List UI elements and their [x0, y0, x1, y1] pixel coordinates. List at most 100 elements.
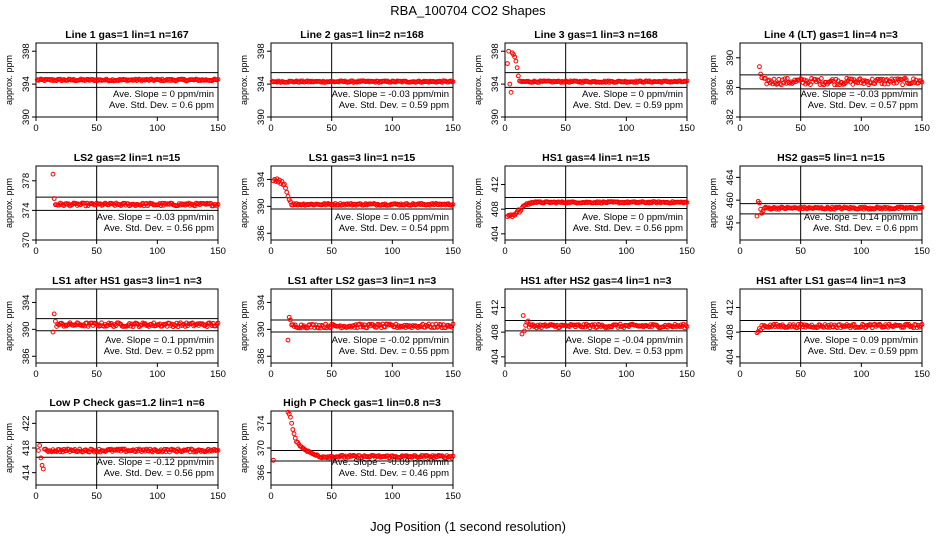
data-point [844, 75, 850, 81]
data-point [288, 317, 293, 323]
data-point [505, 214, 510, 219]
x-tick-label: 150 [914, 123, 930, 134]
y-tick-label: 390 [21, 109, 32, 125]
y-tick-label: 374 [21, 202, 32, 218]
x-tick-label: 50 [795, 123, 806, 134]
y-axis-label: approx. ppm [4, 55, 14, 105]
x-tick-label: 0 [502, 123, 507, 134]
data-points [34, 76, 221, 84]
x-tick-label: 150 [210, 369, 226, 380]
y-tick-label: 390 [490, 109, 501, 125]
data-point [515, 207, 521, 213]
data-point [757, 64, 762, 70]
panel-title: LS1 after LS2 gas=3 lin=1 n=3 [288, 275, 437, 287]
std-dev-annotation: Ave. Std. Dev. = 0.55 ppm [339, 346, 449, 357]
y-tick-label: 390 [256, 321, 267, 337]
data-point [512, 54, 518, 60]
y-tick-label: 386 [256, 225, 267, 241]
data-point [201, 322, 206, 328]
slope-annotation: Ave. Slope = -0.09 ppm/min [332, 457, 449, 468]
y-tick-label: 398 [490, 43, 501, 59]
panel-title: Line 3 gas=1 lin=3 n=168 [534, 29, 658, 41]
data-point [514, 65, 520, 71]
x-tick-label: 0 [737, 246, 742, 257]
std-dev-annotation: Ave. Std. Dev. = 0.53 ppm [573, 346, 683, 357]
data-point [763, 76, 768, 81]
data-point [784, 76, 790, 81]
x-tick-label: 100 [149, 123, 165, 134]
x-tick-label: 100 [618, 246, 634, 257]
data-point [288, 414, 293, 420]
slope-annotation: Ave. Slope = 0 ppm/min [113, 89, 214, 100]
data-point [913, 322, 919, 328]
x-tick-label: 150 [445, 369, 461, 380]
chart-panel: Line 1 gas=1 lin=1 n=167 0 50 100 150 390 394 3… [4, 29, 226, 134]
x-tick-label: 0 [737, 123, 742, 134]
data-point [534, 325, 539, 331]
panel-title: HS2 gas=5 lin=1 n=15 [777, 152, 885, 164]
y-tick-label: 412 [725, 300, 736, 316]
data-point [107, 322, 113, 327]
chart-panel: LS1 after LS2 gas=3 lin=1 n=3 0 50 100 150 38… [239, 275, 461, 380]
y-tick-label: 404 [490, 226, 501, 242]
data-point [807, 82, 813, 88]
figure-x-label: Jog Position (1 second resolution) [370, 519, 566, 534]
data-point [849, 76, 855, 82]
data-point [919, 204, 925, 210]
chart-panel: HS2 gas=5 lin=1 n=15 0 50 100 150 456 460 464 ap… [708, 152, 930, 257]
x-tick-label: 50 [795, 369, 806, 380]
data-point [760, 208, 766, 214]
y-axis-label: approx. ppm [708, 178, 718, 228]
panel-title: LS1 after HS1 gas=3 lin=1 n=3 [52, 275, 202, 287]
data-point [450, 453, 456, 459]
std-dev-annotation: Ave. Std. Dev. = 0.57 ppm [808, 100, 918, 111]
data-point [524, 319, 530, 325]
data-point [290, 427, 296, 432]
data-point [869, 76, 875, 82]
data-point [525, 318, 531, 324]
data-points [505, 48, 690, 95]
data-point [901, 324, 907, 330]
data-point [281, 181, 287, 187]
chart-panel: High P Check gas=1 lin=0.8 n=3 0 50 100 150 3… [239, 397, 461, 502]
data-point [284, 189, 290, 195]
data-point [919, 321, 925, 327]
std-dev-annotation: Ave. Std. Dev. = 0.59 ppm [339, 100, 449, 111]
x-tick-label: 0 [268, 491, 273, 502]
chart-panel: Line 4 (LT) gas=1 lin=4 n=3 0 50 100 150 382 3… [708, 29, 930, 134]
data-point [862, 204, 868, 210]
y-tick-label: 412 [490, 177, 501, 193]
x-tick-label: 0 [268, 246, 273, 257]
data-points [271, 409, 456, 463]
y-tick-label: 390 [256, 198, 267, 214]
x-tick-label: 100 [853, 369, 869, 380]
y-tick-label: 464 [725, 169, 736, 185]
x-tick-label: 0 [268, 369, 273, 380]
data-points [271, 176, 456, 208]
slope-annotation: Ave. Slope = 0 ppm/min [582, 89, 683, 100]
figure-title: RBA_100704 CO2 Shapes [390, 3, 546, 18]
y-axis-label: approx. ppm [708, 301, 718, 351]
data-point [215, 447, 221, 453]
data-points [285, 314, 456, 343]
data-point [303, 448, 309, 453]
panel-title: Line 2 gas=1 lin=2 n=168 [300, 29, 424, 41]
data-point [754, 213, 760, 219]
y-axis-label: approx. ppm [473, 301, 483, 351]
x-tick-label: 50 [91, 123, 102, 134]
x-tick-label: 100 [853, 123, 869, 134]
data-points [754, 321, 925, 336]
std-dev-annotation: Ave. Std. Dev. = 0.6 ppm [813, 223, 918, 234]
x-tick-label: 150 [679, 246, 695, 257]
data-point [215, 76, 221, 82]
data-point [298, 322, 304, 328]
std-dev-annotation: Ave. Std. Dev. = 0.52 ppm [104, 346, 214, 357]
plot-frame [35, 42, 219, 118]
data-point [781, 80, 787, 86]
data-point [919, 79, 925, 85]
panel-title: Line 1 gas=1 lin=1 n=167 [65, 29, 189, 41]
y-axis-label: approx. ppm [708, 55, 718, 105]
y-tick-label: 404 [490, 349, 501, 365]
x-tick-label: 150 [445, 123, 461, 134]
data-points [36, 443, 221, 472]
